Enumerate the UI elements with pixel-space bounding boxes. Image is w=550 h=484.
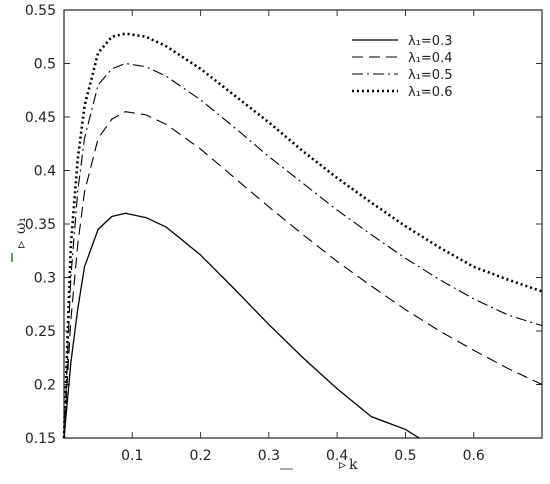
legend-label-2: λ₁=0.4 bbox=[408, 51, 452, 66]
axis-ticks: 0.1 0.2 0.3 0.4 0.5 0.6 0.15 0.2 0.25 0.3 0.35 0.4 0… bbox=[25, 3, 542, 464]
series-line-4 bbox=[62, 32, 543, 439]
plot-frame bbox=[63, 9, 543, 439]
x-tick-label: 0.3 bbox=[258, 448, 280, 464]
y-tick-label: 0.4 bbox=[34, 164, 56, 180]
x-tick-label: 0.4 bbox=[326, 448, 348, 464]
y-axis-label-group: ▹ ω₁ bbox=[13, 217, 29, 248]
series-layer bbox=[62, 32, 543, 439]
x-tick-label: 0.1 bbox=[121, 448, 143, 464]
x-tick-label: 0.6 bbox=[463, 448, 485, 464]
y-tick-label: 0.25 bbox=[25, 324, 56, 340]
y-tick-label: 0.35 bbox=[25, 217, 56, 233]
x-tick-label: 0.5 bbox=[394, 448, 416, 464]
legend: λ₁=0.3 λ₁=0.4 λ₁=0.5 λ₁=0.6 bbox=[352, 34, 452, 100]
y-tick-label: 0.55 bbox=[25, 3, 56, 19]
legend-label-4: λ₁=0.6 bbox=[408, 85, 452, 100]
x-tick-label: 0.2 bbox=[189, 448, 211, 464]
y-tick-label: 0.3 bbox=[34, 271, 56, 287]
x-axis-arrow: ▹ bbox=[339, 457, 346, 473]
legend-label-1: λ₁=0.3 bbox=[408, 34, 452, 49]
series-line-3 bbox=[63, 62, 543, 439]
y-tick-label: 0.15 bbox=[25, 431, 56, 447]
x-axis-label: k bbox=[349, 457, 358, 473]
series-line-2 bbox=[63, 111, 543, 439]
y-tick-label: 0.2 bbox=[34, 378, 56, 394]
series-line-1 bbox=[63, 212, 420, 439]
legend-label-3: λ₁=0.5 bbox=[408, 68, 452, 83]
y-axis-label: ω₁ bbox=[13, 217, 29, 234]
y-axis-arrow: ▹ bbox=[13, 241, 29, 248]
y-tick-label: 0.45 bbox=[25, 110, 56, 126]
y-tick-label: 0.5 bbox=[34, 57, 56, 73]
